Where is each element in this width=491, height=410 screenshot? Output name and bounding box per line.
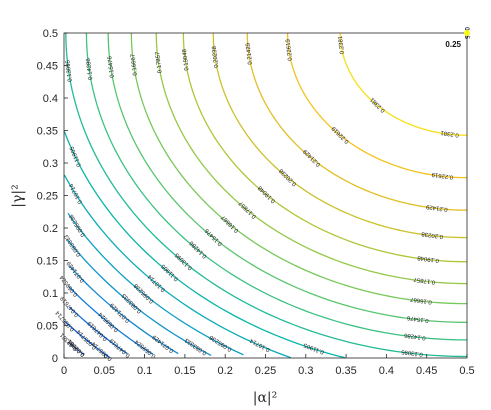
contour-level-11 [85,32,468,341]
x-tick-label-8: 0.4 [379,365,394,377]
contour-label-13-0: 0.16667 [130,53,139,76]
contour-label-11-2: 0.14286 [403,331,426,340]
contour-level-17 [246,32,468,211]
contour-level-10 [65,32,468,358]
y-tick-label-6: 0.3 [43,158,58,170]
y-tick-label-8: 0.4 [43,93,58,105]
contour-label-15-2: 0.19048 [416,254,439,263]
contour-level-16 [212,32,468,239]
contour-level-1 [67,341,85,355]
contour-label-12-2: 0.15476 [406,314,429,323]
contour-label-17-2: 0.21429 [425,203,448,212]
y-tick-label-10: 0.5 [43,28,58,40]
contour-level-15 [182,32,468,263]
x-tick-label-0: 0 [61,365,67,377]
y-tick-label-0: 0 [52,353,58,365]
x-tick-label-9: 0.45 [416,365,437,377]
contour-label-10-0: 0.13095 [65,59,74,82]
y-tick-label-9: 0.45 [37,61,58,73]
x-tick-label-7: 0.35 [335,365,356,377]
y-tick-label-4: 0.2 [43,223,58,235]
contour-level-7 [67,212,244,356]
contour-lines [63,32,468,359]
contour-label-14-0: 0.17857 [155,51,164,74]
contour-level-12 [107,32,468,324]
contour-label-19-2: 0.2381 [440,129,460,138]
contour-level-4 [68,285,154,355]
contour-level-9 [63,131,346,359]
x-tick-label-6: 0.3 [298,365,313,377]
contour-label-11-0: 0.14286 [86,57,95,80]
x-tick-label-4: 0.2 [218,365,233,377]
contour-level-14 [155,32,468,285]
x-axis-ticks: 0 0.05 0.1 0.15 0.2 0.25 0.3 0.35 0.4 0.45 0.5 [61,354,475,377]
contour-level-2 [64,320,110,358]
contour-level-3 [68,306,128,355]
y-tick-label-2: 0.1 [43,288,58,300]
contour-label-16-0: 0.20238 [212,45,221,68]
contour-label-19-0: 0.2381 [338,35,346,55]
contour-label-13-2: 0.16667 [409,296,432,305]
contour-level-18 [286,32,468,179]
x-tick-label-5: 0.25 [255,365,276,377]
contour-label-17-0: 0.21429 [245,42,254,65]
x-tick-label-2: 0.1 [137,365,152,377]
y-tick-label-5: 0.25 [37,191,58,203]
contour-label-15-0: 0.19048 [182,48,191,71]
contour-label-18-0: 0.22619 [285,38,294,61]
x-tick-label-10: 0.5 [459,365,474,377]
contour-label-10-2: 0.13095 [400,348,423,357]
contour-level-5 [69,265,179,355]
contour-level-19 [339,32,468,136]
x-axis-label: |α|² [253,390,278,406]
contour-level-13 [130,32,468,305]
y-tick-label-3: 0.15 [37,256,58,268]
x-tick-label-3: 0.15 [174,365,195,377]
y-tick-label-1: 0.05 [37,321,58,333]
contour-label-14-2: 0.17857 [413,276,436,285]
contour-level-8 [63,174,292,359]
peak-label: 0.25 [445,40,461,49]
y-tick-label-7: 0.35 [37,126,58,138]
peak-marker [464,30,470,36]
contour-level-6 [66,238,212,356]
y-axis-label: |γ|² [10,184,26,207]
contour-label-12-0: 0.15476 [107,55,116,78]
x-tick-label-1: 0.05 [94,365,115,377]
y-axis-ticks: 0 0.05 0.1 0.15 0.2 0.25 0.3 0.35 0.4 0.45 0.5 [37,28,68,365]
contour-label-16-2: 0.20238 [421,230,444,239]
contour-label-18-2: 0.22619 [431,171,454,180]
